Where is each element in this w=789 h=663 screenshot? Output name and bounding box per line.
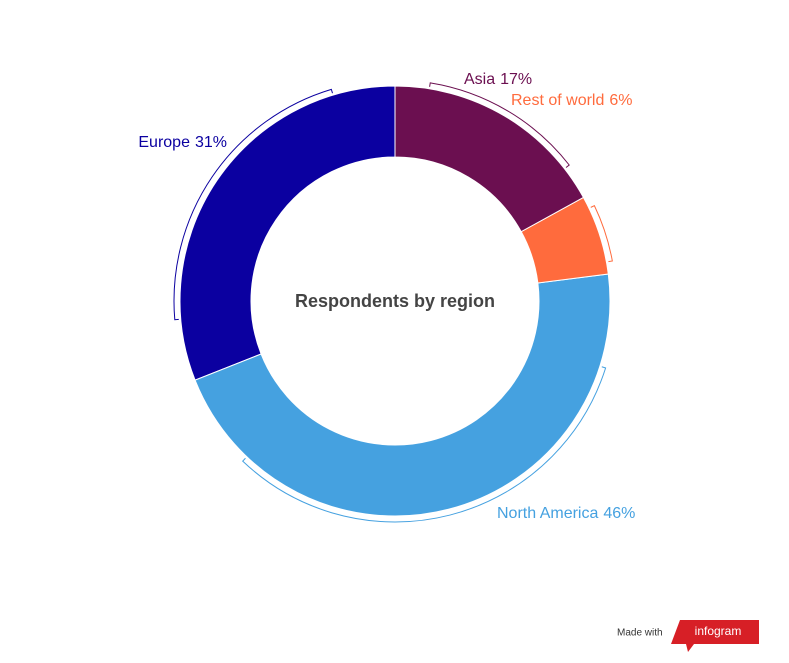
leader [429,82,570,168]
donut-slice [179,85,396,381]
leader [241,366,607,523]
brand[interactable]: infogram [695,624,742,638]
slice-label: Rest of world 6% [511,92,633,109]
slice-name: Europe [138,134,190,151]
slice-label: North America 46% [497,505,635,522]
donut-slice [520,196,609,284]
chart-title: Respondents by region [295,291,495,311]
slice-value: 17% [500,71,532,88]
leader-line [590,204,613,263]
slice-value: 46% [603,505,635,522]
donut-slice [194,273,611,517]
slice-name: Asia [464,71,495,88]
leader [173,88,333,321]
slice-label: Asia 17% [464,71,532,88]
brand-badge[interactable] [671,620,759,652]
slice-name: Rest of world [511,92,604,109]
leader-line [241,366,607,523]
slice-value: 31% [195,134,227,151]
made-with: Made with [617,628,663,639]
slice-value: 6% [609,92,632,109]
leader-line [429,82,570,168]
donut-slice [394,85,585,233]
slice-name: North America [497,505,598,522]
leader [590,204,613,263]
leader-line [173,88,333,321]
slice-label: Europe 31% [138,134,227,151]
